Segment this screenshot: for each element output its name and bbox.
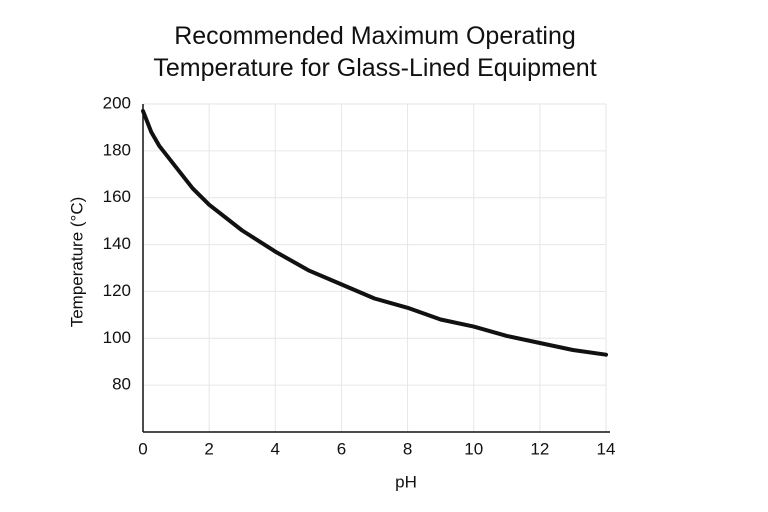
x-tick-label: 6 (337, 439, 346, 458)
x-tick-label: 8 (403, 439, 412, 458)
y-tick-label: 120 (103, 281, 131, 300)
y-tick-label: 160 (103, 187, 131, 206)
x-tick-label: 10 (464, 439, 483, 458)
y-tick-label: 140 (103, 234, 131, 253)
y-tick-label: 80 (112, 375, 131, 394)
y-axis-label: Temperature (°C) (67, 197, 86, 328)
line (141, 109, 608, 357)
x-tick-label: 4 (271, 439, 280, 458)
y-tick-label: 180 (103, 140, 131, 159)
y-tick-label: 100 (103, 328, 131, 347)
x-tick-label: 2 (204, 439, 213, 458)
x-tick-label: 0 (138, 439, 147, 458)
chart-title: Recommended Maximum Operating Temperatur… (153, 22, 597, 82)
x-axis-label: pH (395, 472, 417, 491)
y-tick-label: 200 (103, 93, 131, 112)
x-tick-label: 12 (530, 439, 549, 458)
x-tick-label: 14 (597, 439, 616, 458)
